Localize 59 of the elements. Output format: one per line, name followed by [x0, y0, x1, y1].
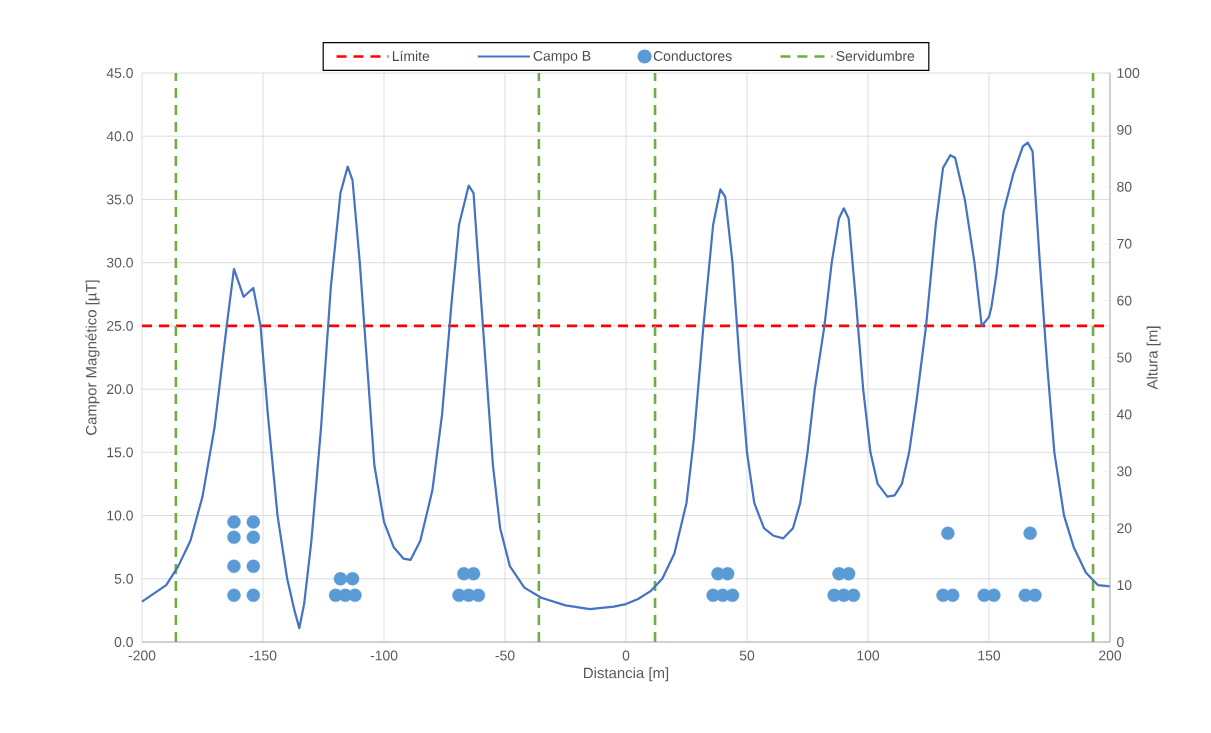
y-tick-label: 35.0	[106, 194, 133, 205]
y2-tick-label: 90	[1117, 124, 1132, 135]
y2-tick-label: 30	[1117, 466, 1132, 477]
point	[348, 588, 362, 603]
y2-tick-label: 10	[1117, 580, 1132, 591]
y-tick-label: 15.0	[107, 447, 133, 458]
point	[941, 526, 955, 541]
x-tick-label: 150	[978, 650, 1001, 661]
point	[246, 515, 261, 529]
y2-tick-label: 80	[1117, 181, 1132, 192]
y2-tick-label: 50	[1117, 352, 1132, 363]
point	[333, 572, 348, 586]
point	[720, 567, 735, 581]
y-tick-label: 25.0	[107, 320, 133, 331]
point	[846, 588, 861, 603]
point	[471, 588, 486, 603]
point	[246, 559, 261, 574]
y-tick-label: 5.0	[114, 573, 133, 584]
y-tick-label: 45.0	[106, 68, 133, 78]
y2-axis-title: Altura [m]	[1146, 326, 1161, 390]
point	[466, 567, 481, 581]
y2-tick-label: 20	[1117, 523, 1132, 534]
x-tick-label: 200	[1099, 650, 1122, 661]
x-tick-label: -150	[249, 650, 277, 661]
point	[725, 588, 740, 603]
legend-label: Conductores	[653, 50, 732, 61]
x-tick-label: 50	[739, 650, 755, 661]
point	[841, 567, 856, 581]
y2-tick-label: 60	[1117, 295, 1132, 306]
y2-tick-label: 0	[1117, 637, 1124, 647]
y2-tick-label: 40	[1116, 409, 1132, 420]
y-tick-label: 10.0	[107, 510, 133, 521]
y-tick-label: 40.0	[106, 131, 133, 142]
x-tick-label: -100	[370, 650, 398, 661]
legend-label: Límite	[392, 50, 430, 62]
point	[227, 530, 241, 544]
x-tick-label: -50	[495, 650, 515, 661]
x-tick-label: 0	[622, 650, 630, 661]
y2-tick-label: 100	[1117, 68, 1140, 78]
point	[227, 559, 241, 574]
x-axis-title: Distancia [m]	[584, 667, 669, 682]
point	[345, 572, 360, 586]
legend-label: Campo B	[533, 50, 591, 64]
y-tick-label: 30.0	[106, 257, 133, 268]
y2-tick-label: 70	[1117, 238, 1132, 249]
point	[227, 588, 241, 603]
point	[246, 588, 261, 603]
point	[946, 588, 960, 603]
y-axis-title: Campor Magnético [µT]	[85, 280, 100, 435]
legend-label: Servidumbre	[836, 50, 915, 61]
point	[1028, 588, 1042, 603]
point	[227, 515, 241, 529]
y-tick-label: 0.0	[114, 637, 133, 647]
x-tick-label: -200	[128, 650, 156, 661]
point	[1023, 526, 1037, 541]
point	[246, 530, 261, 544]
y-tick-label: 20.0	[107, 384, 133, 395]
x-tick-label: 100	[857, 650, 880, 661]
point	[987, 588, 1001, 603]
